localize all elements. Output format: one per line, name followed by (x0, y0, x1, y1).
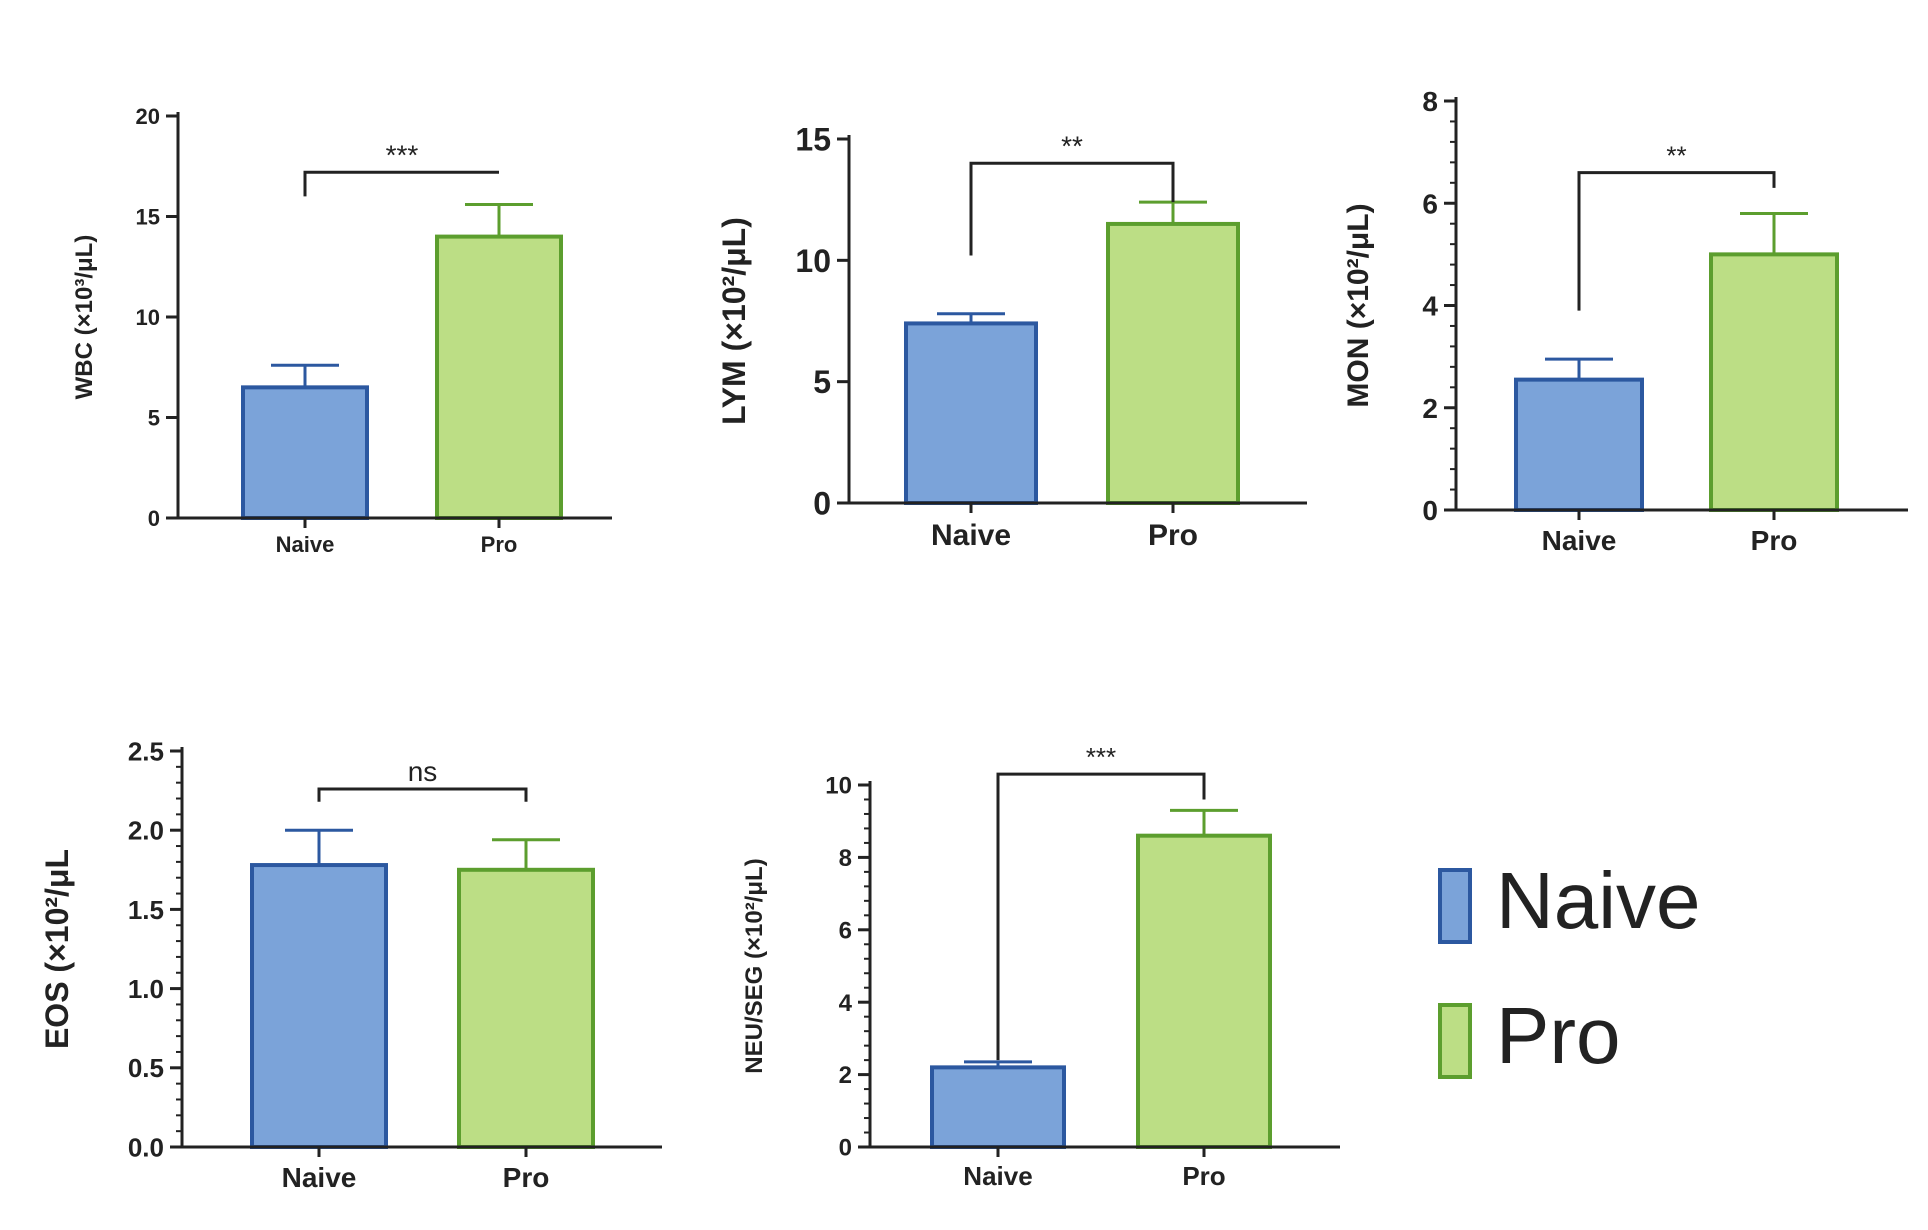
lym-bar-naive (904, 321, 1038, 505)
eos-x-label-pro: Pro (503, 1162, 550, 1193)
mon-significance-label: ** (1666, 141, 1686, 171)
eos-y-axis-title: EOS (×10²/μL (39, 849, 75, 1049)
lym-x-label-naive: Naive (931, 519, 1011, 552)
mon-significance-bracket (1577, 171, 1776, 311)
lym-y-tick-label: 0 (813, 486, 831, 522)
wbc-significance-label: *** (386, 139, 419, 170)
mon-bar-naive (1514, 377, 1644, 512)
legend-label-pro: Pro (1496, 991, 1621, 1080)
neu-y-tick-label: 6 (839, 917, 852, 944)
lym-y-tick-label: 15 (795, 122, 831, 158)
lym-y-tick-label: 5 (813, 364, 831, 400)
neu-x-label-naive: Naive (963, 1161, 1032, 1191)
neu-y-tick-label: 2 (839, 1062, 852, 1089)
wbc-chart: 0 5 10 15 20 Naive Pro WBC (×10³/μL) *** (71, 104, 612, 557)
eos-y-tick-label: 0.5 (128, 1053, 164, 1083)
neu-significance-bracket (996, 772, 1206, 1061)
mon-y-tick-label: 8 (1422, 86, 1438, 117)
mon-y-tick-label: 4 (1422, 291, 1438, 322)
mon-y-tick-label: 0 (1422, 495, 1438, 526)
eos-chart: 0.0 0.5 1.0 1.5 2.0 2.5 Naive Pro EOS (×10²/μL ns (39, 736, 662, 1193)
legend: Naive Pro (1438, 856, 1701, 1080)
eos-y-tick-label: 1.5 (128, 895, 164, 925)
mon-chart: 0 2 4 6 8 Naive Pro MON (×10²/μL) ** (1342, 86, 1908, 556)
eos-y-tick-label: 1.0 (128, 974, 164, 1004)
neu-bar-naive (930, 1065, 1066, 1149)
neu-y-axis-title: NEU/SEG (×10²/μL) (741, 858, 768, 1073)
lym-significance-bracket (969, 161, 1175, 256)
wbc-y-tick-label: 5 (148, 405, 160, 430)
eos-significance-bracket (317, 787, 528, 802)
neu-x-label-pro: Pro (1182, 1161, 1225, 1191)
legend-swatch-pro (1438, 1003, 1472, 1079)
lym-y-tick-label: 10 (795, 243, 831, 279)
mon-x-label-pro: Pro (1751, 525, 1798, 556)
wbc-y-tick-label: 15 (136, 204, 160, 229)
lym-y-axis-title: LYM (×10²/μL) (716, 217, 752, 425)
neu-chart: 0 2 4 6 8 10 Naive Pro NEU/SEG (×10²/μL) *** (741, 742, 1340, 1191)
legend-swatch-naive (1438, 868, 1472, 944)
eos-bar-pro (457, 867, 595, 1149)
neu-y-tick-label: 4 (839, 990, 853, 1017)
eos-significance-label: ns (408, 756, 438, 787)
lym-significance-label: ** (1061, 130, 1083, 161)
eos-y-tick-label: 2.5 (128, 736, 164, 766)
lym-x-label-pro: Pro (1148, 519, 1198, 552)
wbc-x-label-pro: Pro (481, 532, 518, 557)
neu-bar-pro (1136, 833, 1272, 1149)
neu-significance-label: *** (1086, 742, 1116, 772)
wbc-y-tick-label: 10 (136, 305, 160, 330)
wbc-y-axis-title: WBC (×10³/μL) (71, 235, 98, 400)
wbc-significance-bracket (303, 170, 499, 197)
eos-x-label-naive: Naive (282, 1162, 357, 1193)
mon-y-tick-label: 6 (1422, 188, 1438, 219)
wbc-bar-pro (435, 234, 563, 520)
eos-y-tick-label: 2.0 (128, 816, 164, 846)
neu-y-tick-label: 0 (839, 1135, 852, 1162)
wbc-y-tick-label: 20 (136, 104, 160, 129)
eos-bar-naive (250, 863, 388, 1149)
eos-y-tick-label: 0.0 (128, 1132, 164, 1162)
wbc-y-tick-label: 0 (148, 506, 160, 531)
mon-y-tick-label: 2 (1422, 393, 1438, 424)
mon-y-axis-title: MON (×10²/μL) (1342, 203, 1375, 407)
neu-y-tick-label: 10 (825, 773, 852, 800)
wbc-x-label-naive: Naive (276, 532, 335, 557)
lym-chart: 0 5 10 15 Naive Pro LYM (×10²/μL) ** (716, 122, 1307, 552)
mon-bar-pro (1709, 252, 1839, 512)
wbc-bar-naive (241, 385, 369, 520)
lym-bar-pro (1106, 221, 1240, 506)
neu-y-tick-label: 8 (839, 845, 852, 872)
legend-label-naive: Naive (1496, 856, 1701, 945)
mon-x-label-naive: Naive (1542, 525, 1617, 556)
